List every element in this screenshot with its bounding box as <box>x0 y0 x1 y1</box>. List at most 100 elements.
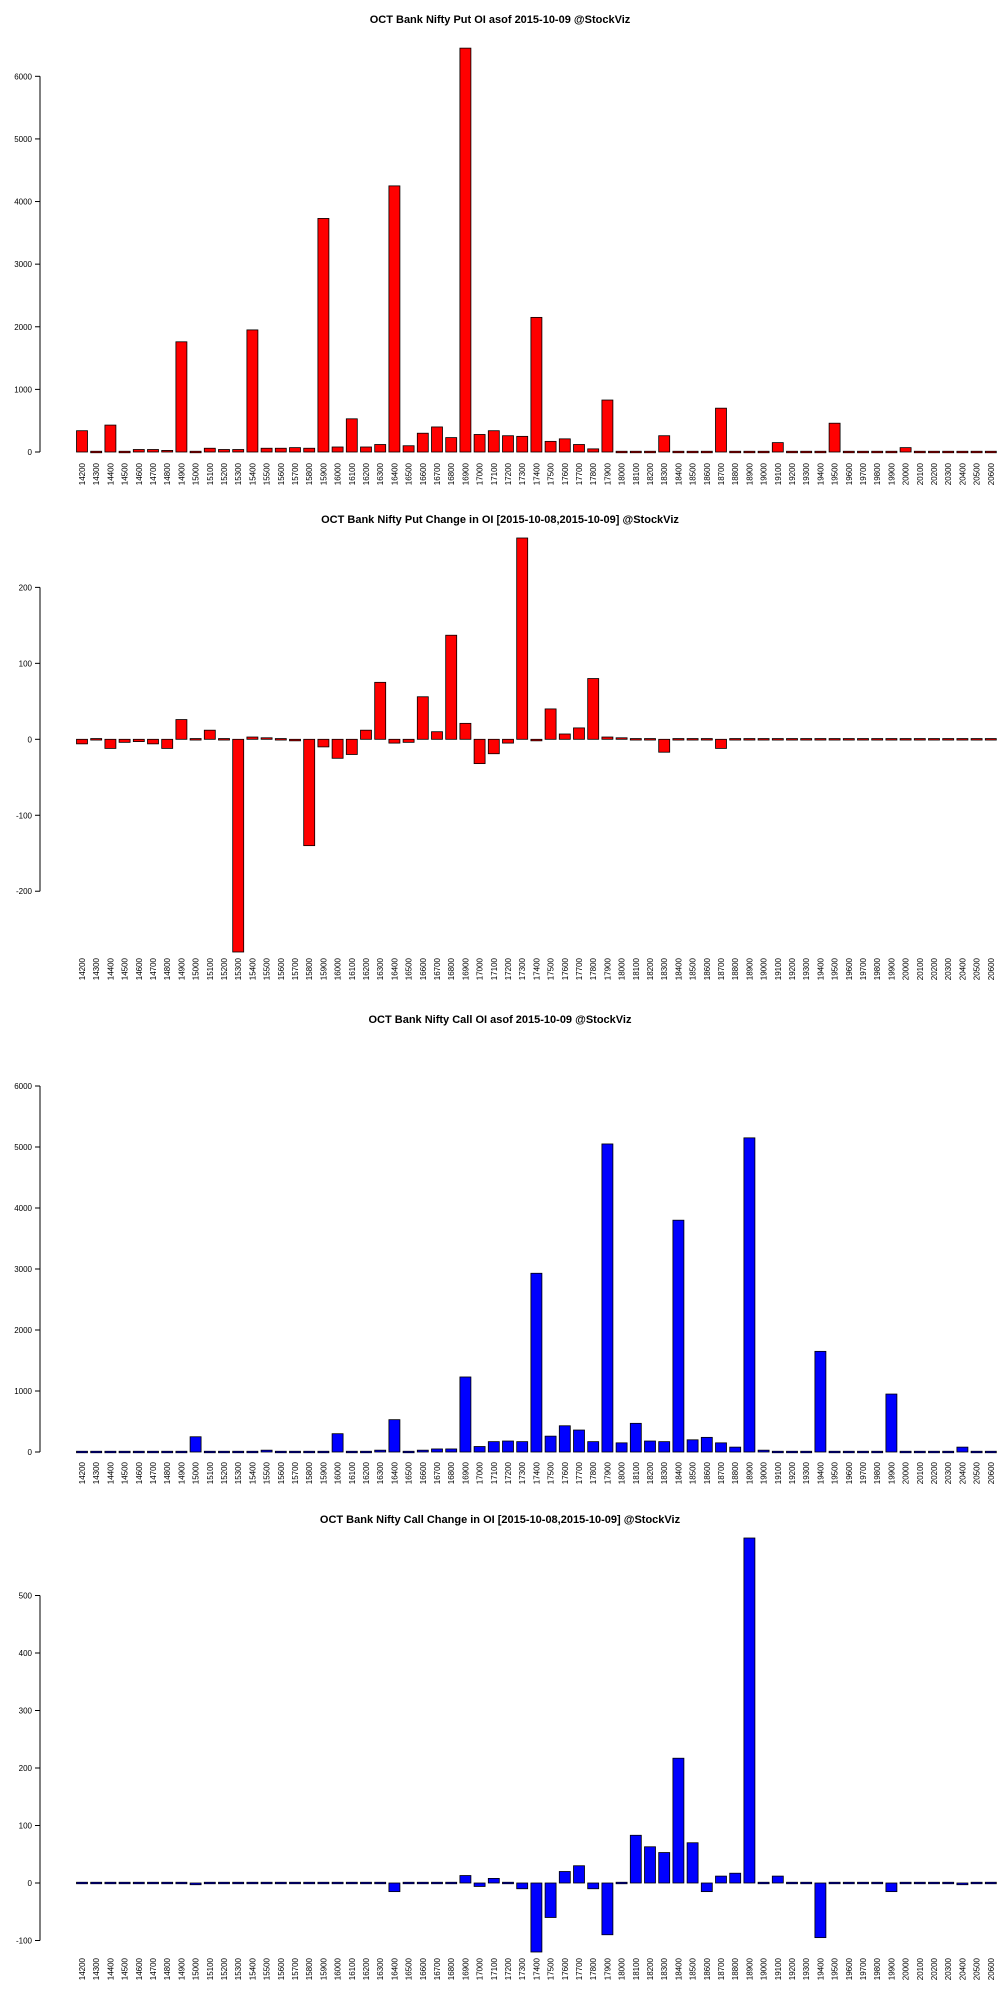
bar <box>132 1881 145 1885</box>
x-tick-label: 16300 <box>376 1957 385 1980</box>
x-tick-label: 19800 <box>873 462 882 485</box>
bar <box>303 447 316 453</box>
x-tick-label: 17900 <box>603 957 612 980</box>
bar <box>90 450 103 454</box>
x-tick-label: 14900 <box>177 1957 186 1980</box>
x-tick-label: 17800 <box>589 957 598 980</box>
x-tick-label: 16900 <box>461 462 470 485</box>
x-tick-label: 20000 <box>902 957 911 980</box>
bar <box>360 446 372 453</box>
bar <box>218 738 230 741</box>
bar <box>715 738 727 749</box>
x-tick-label: 18400 <box>674 1461 683 1484</box>
x-tick-label: 18500 <box>689 957 698 980</box>
y-axis: -100 0 100 200 300 400 500 <box>16 1592 41 1946</box>
x-tick-label: 17000 <box>476 957 485 980</box>
bar <box>729 738 742 741</box>
bar <box>260 1881 273 1885</box>
x-tick-label: 16400 <box>390 1957 399 1980</box>
x-tick-label: 20100 <box>916 1461 925 1484</box>
bar <box>473 1446 486 1453</box>
bar <box>530 738 543 742</box>
x-tick-label: 16700 <box>433 1461 442 1484</box>
x-tick-label: 18300 <box>660 957 669 980</box>
x-tick-label: 16500 <box>405 957 414 980</box>
x-tick-label: 14700 <box>149 1461 158 1484</box>
bar <box>360 1881 372 1885</box>
x-axis-labels: 14200 14300 14400 14500 14600 14700 14800 14900… <box>78 957 996 980</box>
bar <box>800 1881 813 1885</box>
x-tick-label: 15200 <box>220 1957 229 1980</box>
x-tick-label: 19500 <box>831 462 840 485</box>
bar <box>771 1450 784 1454</box>
x-tick-label: 14400 <box>106 462 115 485</box>
x-tick-label: 15800 <box>305 1957 314 1980</box>
x-tick-label: 15000 <box>192 1461 201 1484</box>
bar <box>757 1881 770 1885</box>
bar <box>601 1882 614 1936</box>
x-tick-label: 20300 <box>944 957 953 980</box>
bar <box>757 450 770 454</box>
x-tick-label: 20200 <box>930 957 939 980</box>
x-tick-label: 15100 <box>206 1957 215 1980</box>
x-tick-label: 19100 <box>774 957 783 980</box>
bar <box>345 418 358 453</box>
x-tick-label: 20000 <box>902 1461 911 1484</box>
bar <box>132 738 145 742</box>
bar <box>814 450 827 454</box>
x-tick-label: 15700 <box>291 462 300 485</box>
chart-title: OCT Bank Nifty Call Change in OI [2015-1… <box>320 1514 681 1526</box>
bar <box>601 1143 614 1453</box>
bar <box>161 1450 174 1454</box>
bar <box>786 450 798 454</box>
y-tick-label: -100 <box>16 811 33 820</box>
bar <box>899 447 912 453</box>
y-tick-label: 1000 <box>14 1387 32 1396</box>
x-tick-label: 19300 <box>802 1461 811 1484</box>
x-tick-label: 14300 <box>92 1957 101 1980</box>
bar <box>118 450 131 454</box>
bar <box>871 1450 884 1454</box>
bar <box>743 1137 756 1453</box>
x-tick-label: 18100 <box>632 957 641 980</box>
bar <box>601 736 614 740</box>
x-tick-label: 18100 <box>632 1461 641 1484</box>
x-tick-label: 20400 <box>958 1461 967 1484</box>
bar <box>203 447 216 453</box>
x-tick-label: 18700 <box>717 1957 726 1980</box>
bar <box>984 450 997 454</box>
bar <box>459 722 472 740</box>
bar <box>431 1881 443 1885</box>
x-tick-label: 19100 <box>774 1957 783 1980</box>
bar <box>232 738 245 953</box>
x-tick-label: 19400 <box>816 957 825 980</box>
bar <box>544 440 557 453</box>
x-tick-label: 15500 <box>263 957 272 980</box>
bar <box>487 738 500 755</box>
bar <box>928 450 940 454</box>
x-tick-label: 15000 <box>192 957 201 980</box>
bar <box>970 738 983 741</box>
bar <box>715 1875 727 1884</box>
bar <box>700 1436 713 1453</box>
bar <box>573 444 585 453</box>
bar <box>431 426 443 453</box>
x-tick-label: 14300 <box>92 462 101 485</box>
bar <box>686 1439 699 1453</box>
x-tick-label: 20000 <box>902 462 911 485</box>
bar <box>658 738 671 753</box>
x-tick-label: 20400 <box>958 462 967 485</box>
x-tick-label: 15100 <box>206 1461 215 1484</box>
x-tick-label: 18900 <box>745 957 754 980</box>
x-tick-label: 15200 <box>220 1461 229 1484</box>
bar <box>715 407 727 453</box>
x-tick-label: 14700 <box>149 957 158 980</box>
x-tick-label: 15800 <box>305 957 314 980</box>
x-tick-label: 19200 <box>788 1957 797 1980</box>
x-tick-label: 15500 <box>263 462 272 485</box>
x-tick-label: 18000 <box>618 1461 627 1484</box>
bar <box>757 738 770 741</box>
bar <box>289 447 301 453</box>
bar <box>388 1419 401 1453</box>
